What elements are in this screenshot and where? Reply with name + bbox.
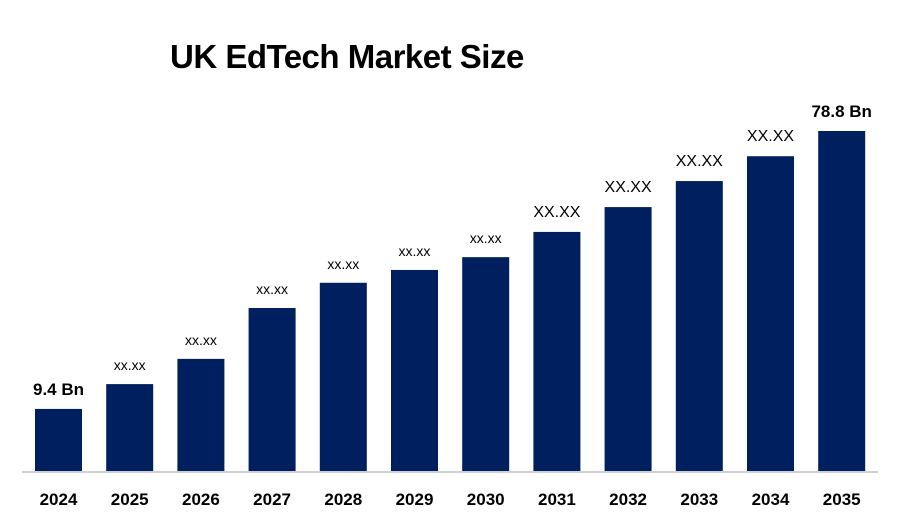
x-tick-label-2025: 2025 xyxy=(111,490,149,509)
bar-2035 xyxy=(818,131,866,471)
data-label-2035: 78.8 Bn xyxy=(811,102,871,121)
bar-2024 xyxy=(35,408,82,471)
data-label-2026: xx.xx xyxy=(185,332,217,348)
data-label-2033: XX.XX xyxy=(676,153,723,170)
x-tick-label-2035: 2035 xyxy=(823,490,861,509)
x-tick-label-2024: 2024 xyxy=(40,490,78,509)
data-label-2029: xx.xx xyxy=(399,243,431,259)
data-label-2030: xx.xx xyxy=(470,230,502,246)
bar-2028 xyxy=(319,282,367,471)
data-label-2028: xx.xx xyxy=(327,256,359,272)
bar-2032 xyxy=(604,207,652,471)
x-tick-label-2030: 2030 xyxy=(467,490,505,509)
bar-2031 xyxy=(533,231,581,471)
data-label-2024: 9.4 Bn xyxy=(33,380,84,399)
data-label-2031: XX.XX xyxy=(533,204,580,221)
data-label-2032: XX.XX xyxy=(605,179,652,196)
x-tick-label-2031: 2031 xyxy=(538,490,576,509)
x-tick-label-2033: 2033 xyxy=(680,490,718,509)
data-label-2034: XX.XX xyxy=(747,128,794,145)
data-label-2027: xx.xx xyxy=(256,281,288,297)
x-tick-label-2029: 2029 xyxy=(396,490,434,509)
bar-2027 xyxy=(248,308,296,471)
bar-2034 xyxy=(747,156,794,471)
bar-2030 xyxy=(462,257,510,471)
bar-2029 xyxy=(391,269,438,471)
bar-2033 xyxy=(675,181,723,471)
bar-2025 xyxy=(106,384,154,471)
x-tick-label-2026: 2026 xyxy=(182,490,220,509)
bar-2026 xyxy=(177,358,225,471)
x-tick-label-2027: 2027 xyxy=(253,490,291,509)
x-tick-label-2028: 2028 xyxy=(324,490,362,509)
x-tick-label-2032: 2032 xyxy=(609,490,647,509)
x-tick-label-2034: 2034 xyxy=(752,490,790,509)
data-label-2025: xx.xx xyxy=(114,357,146,373)
chart-title: UK EdTech Market Size xyxy=(170,38,524,75)
